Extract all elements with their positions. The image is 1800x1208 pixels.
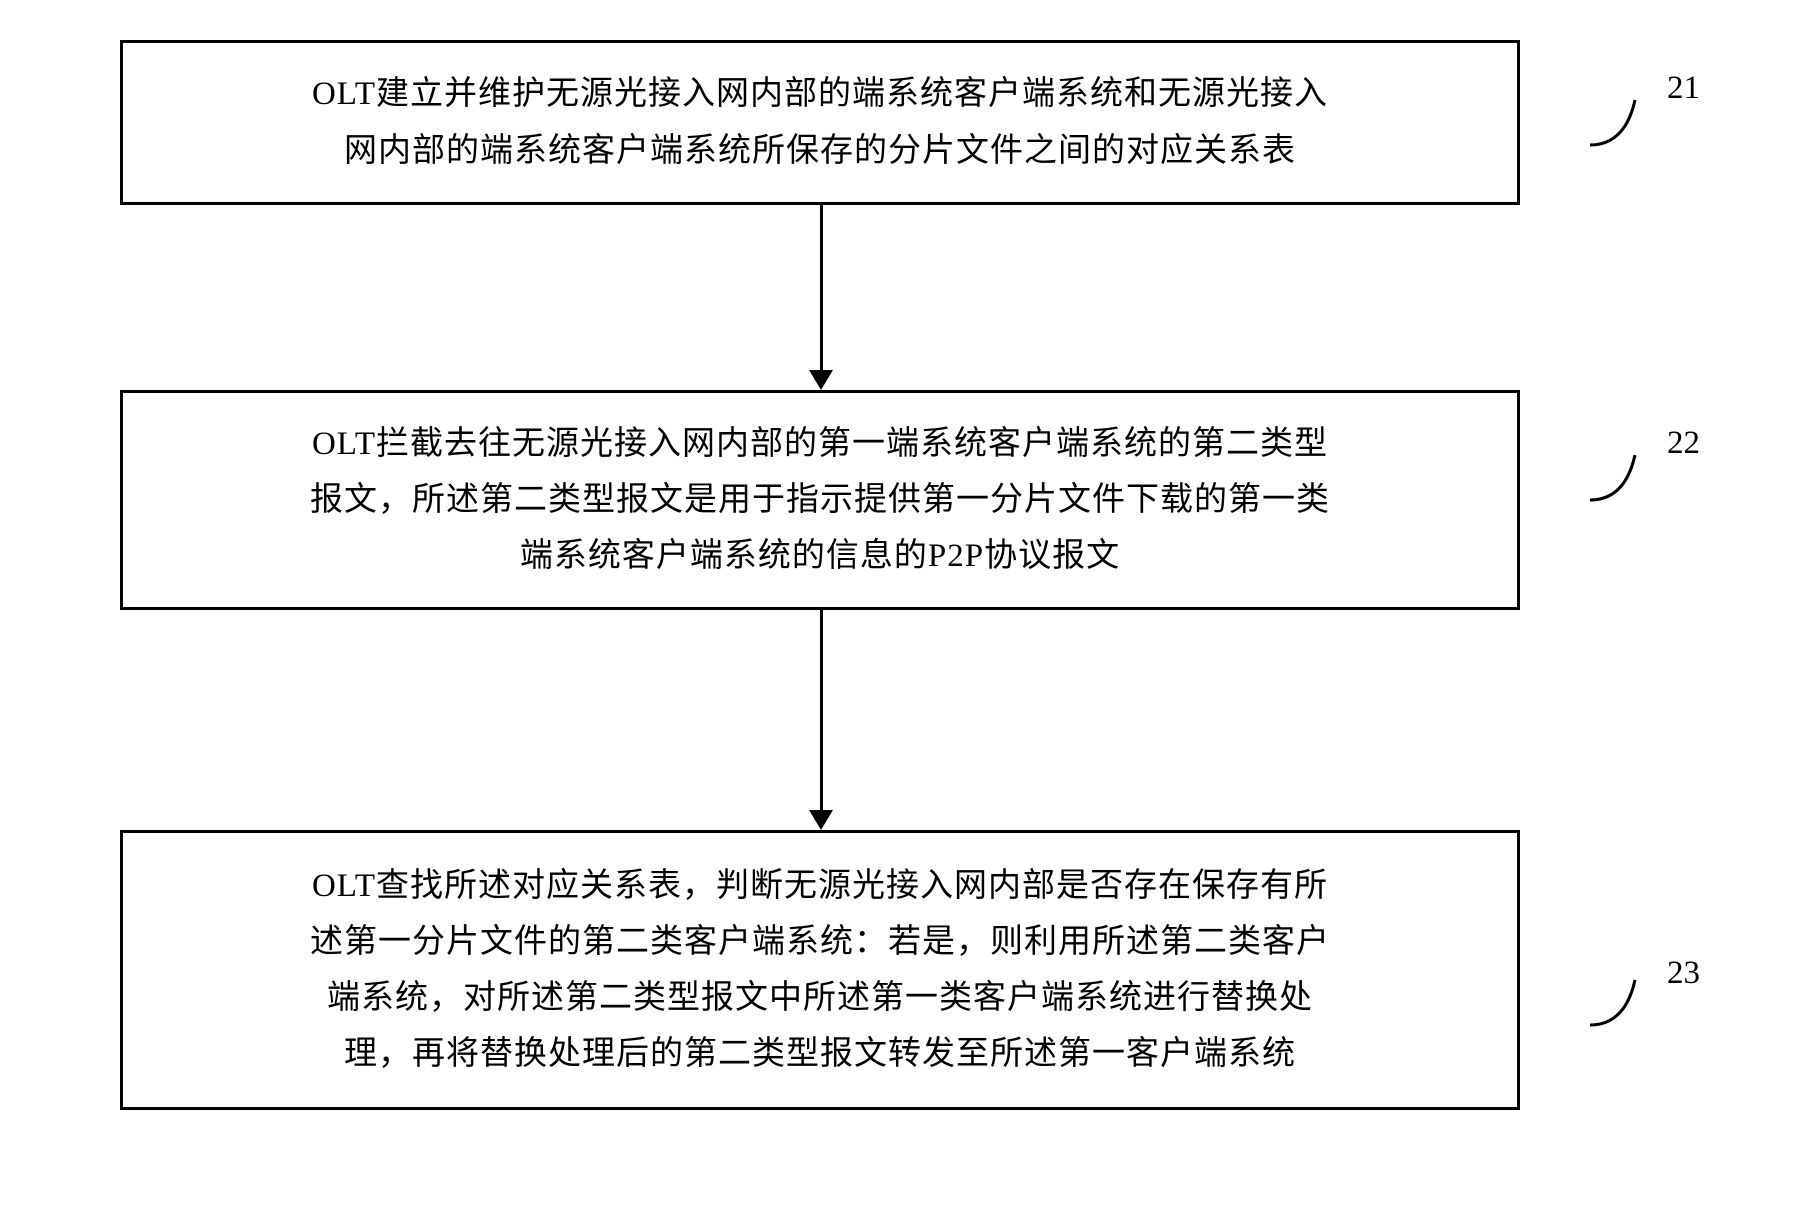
node-text: OLT拦截去往无源光接入网内部的第一端系统客户端系统的第二类型 报文，所述第二类… bbox=[310, 416, 1330, 584]
text-line: OLT建立并维护无源光接入网内部的端系统客户端系统和无源光接入 bbox=[312, 76, 1328, 112]
text-line: 理，再将替换处理后的第二类型报文转发至所述第一客户端系统 bbox=[344, 1036, 1296, 1072]
node-text: OLT查找所述对应关系表，判断无源光接入网内部是否存在保存有所 述第一分片文件的… bbox=[310, 858, 1330, 1082]
step-label-22: 22 bbox=[1667, 425, 1700, 462]
label-connector-curve bbox=[1590, 95, 1645, 150]
text-line: OLT拦截去往无源光接入网内部的第一端系统客户端系统的第二类型 bbox=[312, 426, 1328, 462]
flowchart-node-step3: OLT查找所述对应关系表，判断无源光接入网内部是否存在保存有所 述第一分片文件的… bbox=[120, 830, 1520, 1110]
text-line: 述第一分片文件的第二类客户端系统：若是，则利用所述第二类客户 bbox=[310, 924, 1330, 960]
flowchart-arrow-head bbox=[809, 810, 833, 830]
flowchart-arrow-head bbox=[809, 370, 833, 390]
flowchart-node-step2: OLT拦截去往无源光接入网内部的第一端系统客户端系统的第二类型 报文，所述第二类… bbox=[120, 390, 1520, 610]
label-connector-curve bbox=[1590, 975, 1645, 1030]
text-line: 报文，所述第二类型报文是用于指示提供第一分片文件下载的第一类 bbox=[310, 482, 1330, 518]
text-line: 端系统，对所述第二类型报文中所述第一类客户端系统进行替换处 bbox=[327, 980, 1313, 1016]
text-line: 网内部的端系统客户端系统所保存的分片文件之间的对应关系表 bbox=[344, 133, 1296, 169]
text-line: OLT查找所述对应关系表，判断无源光接入网内部是否存在保存有所 bbox=[312, 868, 1328, 904]
node-text: OLT建立并维护无源光接入网内部的端系统客户端系统和无源光接入 网内部的端系统客… bbox=[312, 66, 1328, 178]
label-connector-curve bbox=[1590, 450, 1645, 505]
text-line: 端系统客户端系统的信息的P2P协议报文 bbox=[520, 538, 1120, 574]
flowchart-container: OLT建立并维护无源光接入网内部的端系统客户端系统和无源光接入 网内部的端系统客… bbox=[0, 0, 1800, 1208]
step-label-21: 21 bbox=[1667, 70, 1700, 107]
flowchart-arrow-line bbox=[820, 205, 823, 370]
flowchart-node-step1: OLT建立并维护无源光接入网内部的端系统客户端系统和无源光接入 网内部的端系统客… bbox=[120, 40, 1520, 205]
flowchart-arrow-line bbox=[820, 610, 823, 810]
step-label-23: 23 bbox=[1667, 955, 1700, 992]
